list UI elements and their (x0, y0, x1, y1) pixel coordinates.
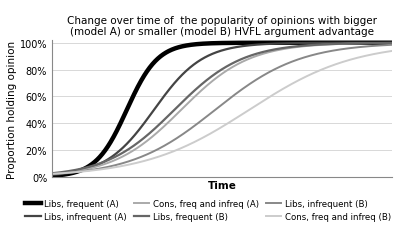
Y-axis label: Proportion holding opinion: Proportion holding opinion (7, 40, 17, 178)
X-axis label: Time: Time (208, 180, 236, 190)
Title: Change over time of  the popularity of opinions with bigger
(model A) or smaller: Change over time of the popularity of op… (67, 16, 377, 37)
Legend: Libs, frequent (A), Libs, infrequent (A), Cons, freq and infreq (A), Libs, frequ: Libs, frequent (A), Libs, infrequent (A)… (24, 197, 392, 223)
